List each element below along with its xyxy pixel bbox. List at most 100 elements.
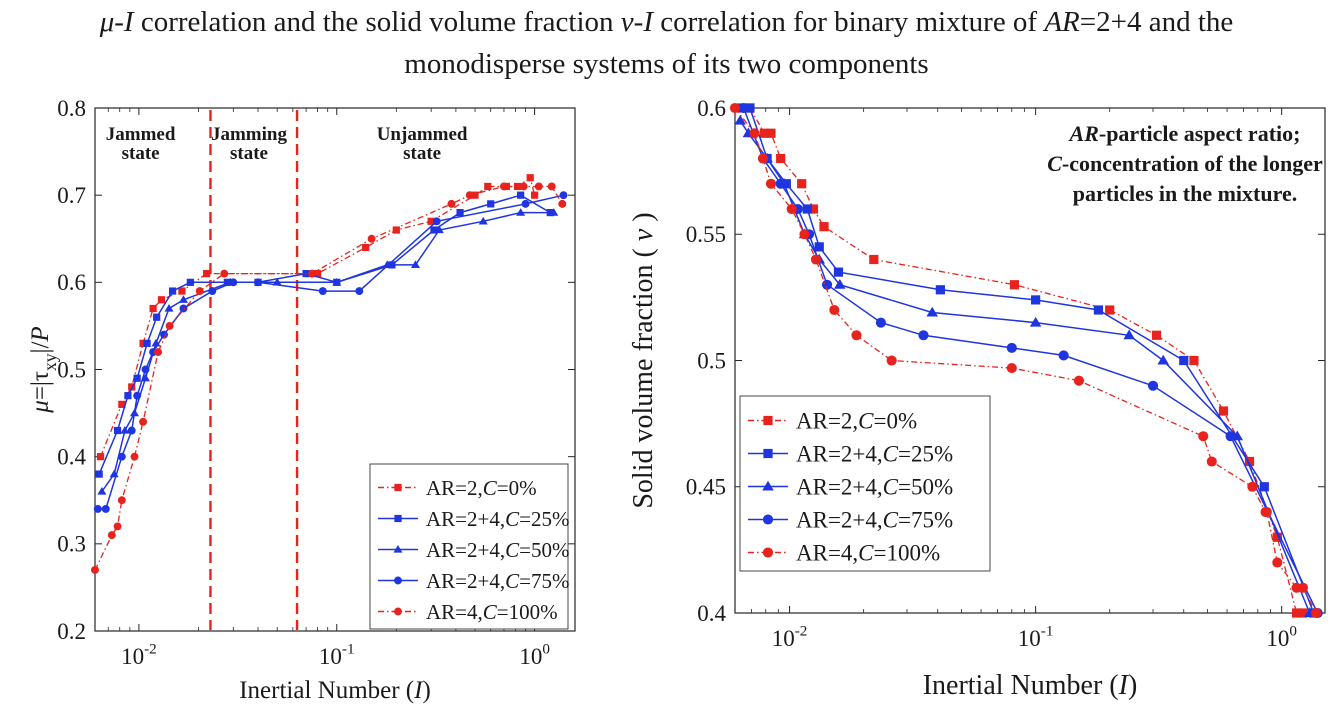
legend-entry: AR=2+4,C=50%: [426, 538, 569, 562]
data-point: [500, 182, 508, 191]
data-point: [516, 208, 526, 216]
data-point: [157, 296, 166, 304]
data-point: [394, 514, 402, 523]
data-point: [549, 208, 559, 216]
data-point: [762, 514, 774, 525]
data-point: [734, 114, 746, 125]
data-point: [1058, 350, 1069, 361]
series-line: [739, 120, 1311, 614]
data-point: [153, 313, 161, 321]
y-tick-label: 0.7: [57, 183, 86, 208]
title-ar: AR: [1044, 6, 1080, 38]
data-point: [434, 225, 444, 234]
series-3: [734, 114, 1316, 618]
y-tick-label: 0.8: [57, 96, 86, 121]
data-point: [97, 487, 107, 495]
data-point: [763, 415, 773, 426]
mu-i-chart: 10-2 10-1 100 0.2 0.3 0.4 0.5 0.6 0.7 0.8 Inertial…: [27, 96, 576, 704]
data-point: [120, 426, 130, 434]
data-point: [1031, 295, 1041, 305]
data-point: [195, 287, 204, 296]
data-point: [804, 229, 815, 240]
data-point: [139, 339, 147, 347]
data-point: [1259, 482, 1269, 492]
data-point: [1291, 582, 1302, 593]
data-point: [1311, 607, 1322, 619]
data-point: [926, 306, 938, 317]
legend-entry: AR=4,C=100%: [796, 541, 940, 566]
data-point: [118, 400, 126, 408]
data-point: [393, 545, 403, 553]
x-tick-label: 100: [519, 641, 550, 669]
data-point: [819, 222, 829, 232]
data-point: [821, 279, 833, 290]
data-point: [149, 304, 157, 313]
data-point: [394, 607, 402, 616]
data-point: [471, 191, 479, 199]
y-tick-label: 0.5: [697, 348, 726, 373]
data-point: [432, 217, 441, 226]
data-point: [178, 295, 188, 303]
series-5: [729, 102, 1322, 619]
data-point: [117, 452, 126, 461]
data-point: [1303, 607, 1316, 618]
regime-label: state: [403, 143, 441, 164]
series-line: [741, 107, 1315, 614]
data-point: [1179, 355, 1189, 366]
data-point: [547, 182, 556, 191]
data-point: [101, 505, 110, 513]
data-point: [531, 191, 539, 199]
data-point: [1151, 330, 1162, 340]
plot-area-frame: [734, 107, 1326, 614]
data-point: [1157, 354, 1169, 365]
data-point: [526, 174, 534, 182]
data-point: [133, 374, 141, 382]
data-point: [829, 304, 840, 316]
data-point: [558, 199, 567, 208]
data-point: [430, 226, 438, 234]
data-point: [798, 228, 811, 239]
data-point: [447, 199, 456, 208]
plot-series-group: [91, 174, 568, 574]
data-point: [935, 285, 945, 295]
data-point: [160, 330, 169, 339]
data-point: [1006, 342, 1017, 353]
data-point: [93, 505, 102, 513]
data-point: [1198, 431, 1209, 442]
data-point: [165, 321, 174, 330]
data-point: [810, 254, 822, 265]
legend-entry: AR=2+4,C=50%: [796, 475, 953, 500]
data-point: [1298, 608, 1308, 618]
legend-entry: AR=2+4,C=75%: [426, 569, 569, 593]
data-point: [141, 365, 150, 374]
data-point: [208, 287, 217, 296]
data-point: [1272, 557, 1283, 568]
x-tick-label: 10-2: [772, 623, 808, 651]
data-point: [465, 191, 474, 200]
legend: AR=2,C=0% AR=2+4,C=25% AR=2+4,C=50% AR=2+4,…: [739, 395, 991, 572]
y-tick-label: 0.6: [57, 270, 86, 295]
data-point: [762, 547, 774, 558]
data-point: [117, 496, 126, 505]
data-point: [763, 448, 773, 459]
data-point: [513, 182, 522, 191]
series-3: [97, 208, 559, 495]
data-point: [869, 254, 879, 265]
series-line: [749, 107, 1303, 614]
data-point: [1009, 280, 1020, 290]
series-1: [96, 174, 539, 461]
data-point: [1093, 305, 1104, 315]
data-point: [534, 182, 543, 191]
data-point: [738, 102, 749, 114]
annotation-line-3: particles in the mixture.: [1073, 181, 1297, 206]
data-point: [886, 355, 897, 366]
data-point: [484, 182, 492, 191]
data-point: [1123, 329, 1135, 340]
data-point: [519, 182, 528, 191]
data-point: [1073, 375, 1085, 386]
series-line: [742, 107, 1319, 614]
data-point: [113, 426, 122, 435]
data-point: [1272, 532, 1282, 542]
legend: AR=2,C=0% AR=2+4,C=25% AR=2+4,C=50% AR=2+4,…: [369, 463, 569, 630]
data-point: [1147, 380, 1159, 391]
